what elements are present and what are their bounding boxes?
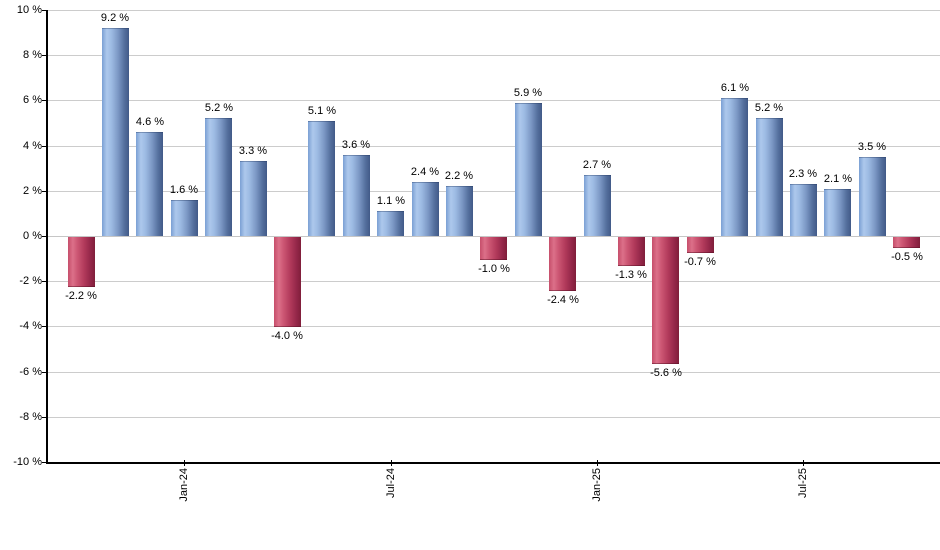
- gridline: [47, 146, 940, 147]
- bar-value-label: 3.5 %: [857, 141, 887, 153]
- y-axis-tick: [42, 462, 47, 463]
- bar-value-label: -2.4 %: [547, 294, 579, 306]
- bar: [721, 98, 748, 236]
- bar-value-label: 2.2 %: [444, 170, 474, 182]
- y-tick-label: -4 %: [19, 320, 42, 332]
- bar-value-label: -4.0 %: [271, 330, 303, 342]
- gridline: [47, 10, 940, 11]
- y-tick-label: 8 %: [23, 49, 42, 61]
- bar-value-label: 5.9 %: [513, 87, 543, 99]
- y-axis-tick: [42, 281, 47, 282]
- y-tick-label: -6 %: [19, 366, 42, 378]
- gridline: [47, 326, 940, 327]
- bar: [377, 211, 404, 236]
- bar-value-label: 5.1 %: [307, 105, 337, 117]
- y-axis-line: [46, 10, 48, 464]
- x-tick-label: Jul-24: [385, 468, 397, 498]
- bar-value-label: -1.3 %: [615, 269, 647, 281]
- bar: [859, 157, 886, 236]
- bar: [893, 237, 920, 248]
- gridline: [47, 281, 940, 282]
- gridline: [47, 372, 940, 373]
- bar-value-label: 2.1 %: [823, 173, 853, 185]
- gridline: [47, 100, 940, 101]
- bar-value-label: -1.0 %: [478, 263, 510, 275]
- bar: [274, 237, 301, 327]
- x-tick-label: Jan-25: [591, 468, 603, 502]
- x-axis-line: [46, 462, 940, 464]
- bar-value-label: 2.3 %: [788, 168, 818, 180]
- bar-value-label: 2.4 %: [410, 166, 440, 178]
- bar: [824, 189, 851, 236]
- bar: [136, 132, 163, 236]
- bar: [790, 184, 817, 236]
- x-axis-tick: [803, 460, 804, 466]
- gridline: [47, 55, 940, 56]
- bar: [308, 121, 335, 236]
- bar: [549, 237, 576, 291]
- bar-value-label: 5.2 %: [754, 102, 784, 114]
- gridline: [47, 417, 940, 418]
- bar: [687, 237, 714, 253]
- bar-value-label: 9.2 %: [100, 12, 130, 24]
- y-tick-label: 4 %: [23, 140, 42, 152]
- bar: [240, 161, 267, 236]
- bar-value-label: 3.3 %: [238, 145, 268, 157]
- bar-value-label: 2.7 %: [582, 159, 612, 171]
- y-axis-tick: [42, 417, 47, 418]
- bar-value-label: 1.6 %: [169, 184, 199, 196]
- bar: [756, 118, 783, 236]
- bar: [205, 118, 232, 236]
- zero-gridline: [47, 236, 940, 237]
- bar: [618, 237, 645, 266]
- y-axis-tick: [42, 326, 47, 327]
- y-tick-label: 6 %: [23, 94, 42, 106]
- x-tick-label: Jul-25: [797, 468, 809, 498]
- bar: [102, 28, 129, 236]
- y-tick-label: 2 %: [23, 185, 42, 197]
- gridline: [47, 191, 940, 192]
- x-tick-label: Jan-24: [178, 468, 190, 502]
- bar: [171, 200, 198, 236]
- y-axis-tick: [42, 10, 47, 11]
- x-axis-tick: [391, 460, 392, 466]
- y-axis-tick: [42, 100, 47, 101]
- bar-value-label: 5.2 %: [204, 102, 234, 114]
- y-axis-tick: [42, 146, 47, 147]
- bar: [584, 175, 611, 236]
- x-axis-tick: [184, 460, 185, 466]
- bar: [446, 186, 473, 236]
- bar-value-label: -0.5 %: [891, 251, 923, 263]
- bar: [343, 155, 370, 236]
- bar: [652, 237, 679, 364]
- bar-value-label: -2.2 %: [65, 290, 97, 302]
- bar: [68, 237, 95, 287]
- y-tick-label: 0 %: [23, 230, 42, 242]
- bar-value-label: 1.1 %: [376, 195, 406, 207]
- y-axis-tick: [42, 372, 47, 373]
- bar-value-label: -5.6 %: [650, 367, 682, 379]
- bar-value-label: 6.1 %: [720, 82, 750, 94]
- bar: [480, 237, 507, 260]
- y-tick-label: -2 %: [19, 275, 42, 287]
- y-axis-tick: [42, 236, 47, 237]
- bar-value-label: 3.6 %: [341, 139, 371, 151]
- x-axis-tick: [597, 460, 598, 466]
- y-tick-label: -8 %: [19, 411, 42, 423]
- bar: [412, 182, 439, 236]
- bar-value-label: 4.6 %: [135, 116, 165, 128]
- y-axis-tick: [42, 55, 47, 56]
- y-tick-label: 10 %: [16, 4, 42, 16]
- bar-value-label: -0.7 %: [684, 256, 716, 268]
- y-axis-tick: [42, 191, 47, 192]
- bar: [515, 103, 542, 236]
- y-tick-label: -10 %: [13, 456, 42, 468]
